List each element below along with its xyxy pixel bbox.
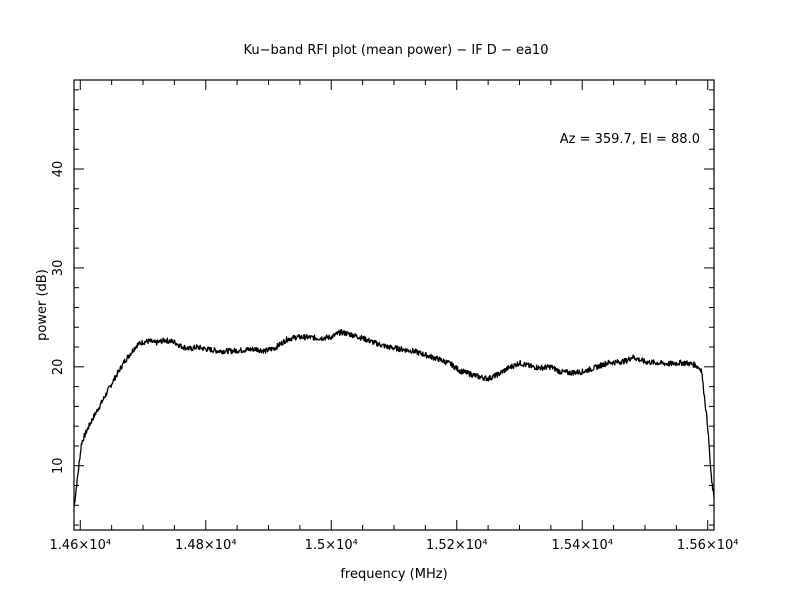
chart-title: Ku−band RFI plot (mean power) − IF D − e…	[244, 43, 549, 58]
y-tick-label: 30	[51, 260, 66, 277]
y-tick-label: 20	[51, 359, 66, 376]
y-axis-label: power (dB)	[35, 269, 50, 341]
plot-frame	[73, 79, 715, 531]
x-tick-label: 1.52×10⁴	[426, 538, 488, 553]
x-tick-label: 1.5×10⁴	[305, 538, 358, 553]
x-tick-label: 1.48×10⁴	[175, 538, 237, 553]
y-tick-label: 10	[51, 457, 66, 474]
az-el-annotation: Az = 359.7, El = 88.0	[560, 132, 700, 147]
series-line-mean-power	[73, 329, 715, 508]
y-tick-label: 40	[51, 161, 66, 178]
x-tick-label: 1.46×10⁴	[49, 538, 111, 553]
x-tick-label: 1.56×10⁴	[677, 538, 739, 553]
x-axis: 1.46×10⁴ 1.48×10⁴ 1.5×10⁴ 1.52×10⁴ 1.54×10⁴ 1…	[49, 80, 739, 553]
x-axis-label: frequency (MHz)	[340, 567, 447, 582]
x-tick-label: 1.54×10⁴	[551, 538, 613, 553]
y-axis: 10 20 30 40	[51, 89, 714, 526]
